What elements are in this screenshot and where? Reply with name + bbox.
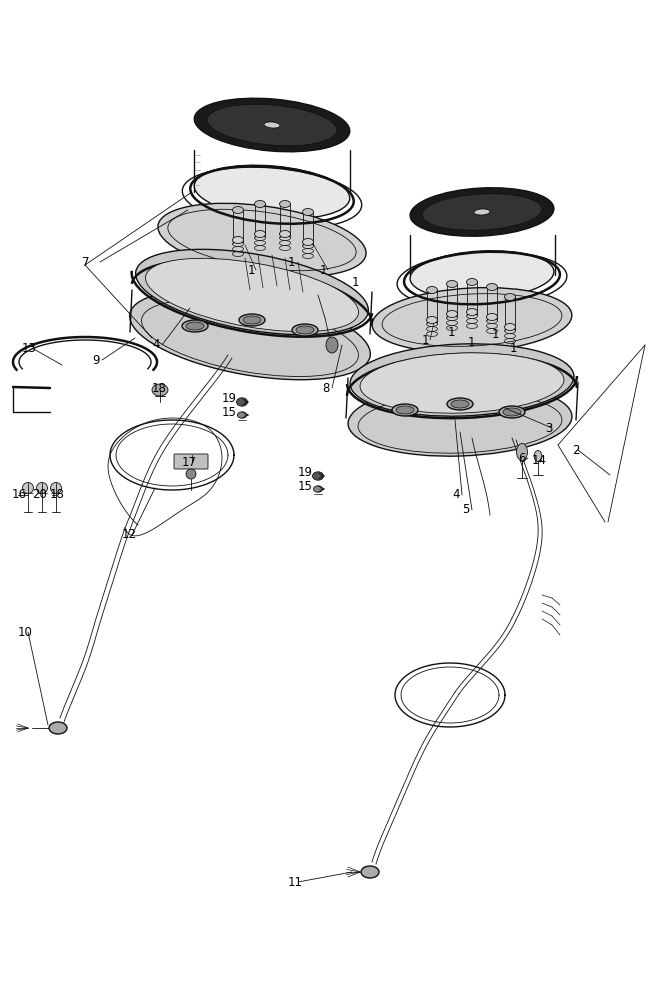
- Text: 4: 4: [152, 338, 159, 352]
- Ellipse shape: [186, 469, 196, 479]
- Ellipse shape: [372, 288, 572, 352]
- Text: 18: 18: [152, 381, 167, 394]
- Ellipse shape: [296, 326, 314, 334]
- Ellipse shape: [503, 408, 521, 416]
- Ellipse shape: [474, 209, 490, 215]
- Ellipse shape: [486, 284, 498, 290]
- Ellipse shape: [182, 320, 208, 332]
- Ellipse shape: [232, 207, 244, 214]
- Ellipse shape: [232, 236, 244, 243]
- Ellipse shape: [186, 322, 204, 330]
- Ellipse shape: [426, 316, 438, 324]
- Text: 14: 14: [532, 454, 547, 466]
- Ellipse shape: [447, 310, 458, 318]
- Ellipse shape: [130, 290, 370, 380]
- Ellipse shape: [22, 483, 33, 493]
- Ellipse shape: [292, 324, 318, 336]
- Text: 4: 4: [452, 488, 460, 501]
- Text: 1: 1: [248, 263, 255, 276]
- Text: 16: 16: [12, 488, 27, 501]
- Ellipse shape: [361, 866, 379, 878]
- Ellipse shape: [302, 238, 313, 245]
- Ellipse shape: [194, 165, 350, 219]
- Text: 20: 20: [32, 488, 47, 501]
- Ellipse shape: [350, 344, 574, 416]
- Text: 7: 7: [82, 255, 89, 268]
- Ellipse shape: [426, 286, 438, 294]
- Ellipse shape: [313, 472, 323, 480]
- Text: 1: 1: [468, 336, 475, 349]
- Ellipse shape: [136, 249, 368, 335]
- Ellipse shape: [243, 316, 261, 324]
- Ellipse shape: [422, 194, 542, 230]
- Ellipse shape: [410, 251, 554, 299]
- Ellipse shape: [236, 398, 247, 406]
- Ellipse shape: [466, 308, 477, 315]
- Text: 15: 15: [298, 480, 313, 492]
- Ellipse shape: [396, 406, 414, 414]
- Text: 11: 11: [288, 876, 303, 888]
- Text: 1: 1: [352, 275, 360, 288]
- Ellipse shape: [410, 188, 554, 236]
- Ellipse shape: [279, 200, 291, 208]
- Ellipse shape: [255, 231, 266, 237]
- Text: 12: 12: [122, 528, 137, 541]
- Text: 1: 1: [288, 255, 296, 268]
- Ellipse shape: [360, 353, 564, 413]
- Ellipse shape: [499, 406, 525, 418]
- Ellipse shape: [348, 384, 572, 456]
- Text: 5: 5: [462, 503, 470, 516]
- Ellipse shape: [255, 200, 266, 208]
- Text: 1: 1: [510, 342, 517, 355]
- Ellipse shape: [146, 258, 358, 332]
- Ellipse shape: [392, 404, 418, 416]
- Text: 1: 1: [422, 334, 430, 347]
- Ellipse shape: [279, 231, 291, 237]
- Ellipse shape: [486, 314, 498, 320]
- Text: 2: 2: [572, 444, 579, 456]
- Ellipse shape: [466, 278, 477, 285]
- Ellipse shape: [264, 122, 280, 128]
- Ellipse shape: [326, 337, 338, 353]
- Text: 1: 1: [320, 263, 328, 276]
- Ellipse shape: [50, 483, 61, 493]
- Ellipse shape: [313, 486, 323, 492]
- Text: 1: 1: [448, 326, 456, 338]
- Ellipse shape: [207, 104, 337, 146]
- Ellipse shape: [37, 483, 48, 493]
- Ellipse shape: [505, 324, 515, 330]
- Ellipse shape: [517, 444, 528, 460]
- Text: 3: 3: [545, 422, 552, 434]
- Ellipse shape: [447, 280, 458, 288]
- Ellipse shape: [239, 314, 265, 326]
- Text: 13: 13: [22, 342, 37, 355]
- Text: 18: 18: [50, 488, 65, 501]
- Text: 6: 6: [518, 452, 526, 464]
- Ellipse shape: [534, 450, 542, 462]
- Ellipse shape: [447, 398, 473, 410]
- FancyBboxPatch shape: [174, 454, 208, 469]
- Text: 15: 15: [222, 406, 237, 418]
- Text: 19: 19: [298, 466, 313, 479]
- Text: 17: 17: [182, 456, 197, 468]
- Text: 10: 10: [18, 626, 33, 638]
- Text: 19: 19: [222, 391, 237, 404]
- Ellipse shape: [505, 294, 515, 300]
- Ellipse shape: [152, 384, 168, 396]
- Ellipse shape: [238, 412, 246, 418]
- Ellipse shape: [302, 209, 313, 216]
- Ellipse shape: [158, 203, 366, 277]
- Ellipse shape: [194, 98, 350, 152]
- Ellipse shape: [451, 400, 469, 408]
- Text: 1: 1: [492, 328, 500, 342]
- Ellipse shape: [49, 722, 67, 734]
- Text: 9: 9: [92, 354, 99, 366]
- Text: 8: 8: [322, 381, 329, 394]
